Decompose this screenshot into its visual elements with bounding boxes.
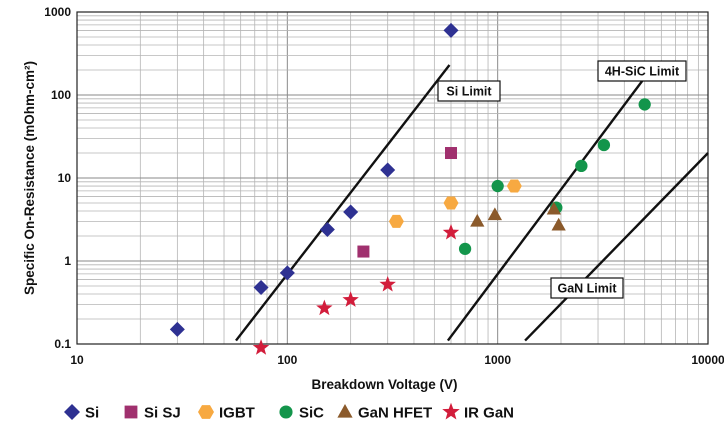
legend-marker <box>124 405 138 419</box>
y-tick-label: 1 <box>64 254 71 268</box>
legend-label: IR GaN <box>464 405 514 422</box>
data-point-igbt <box>506 179 522 193</box>
y-tick-label: 10 <box>58 171 72 185</box>
legend-label: Si SJ <box>144 405 181 422</box>
data-point-igbt <box>443 196 459 210</box>
grid <box>77 12 708 344</box>
data-point-gan-hfet <box>487 207 503 221</box>
data-point-sic <box>458 242 472 256</box>
x-axis-title: Breakdown Voltage (V) <box>311 377 457 392</box>
data-point-si <box>443 22 459 38</box>
data-point-si <box>380 162 396 178</box>
legend: Si Si SJ IGBT SiC GaN HFET IR GaN <box>64 402 514 422</box>
data-point-si <box>319 221 335 237</box>
limit-label-box <box>437 80 501 102</box>
x-tick-label: 100 <box>277 353 297 367</box>
data-points <box>169 22 651 355</box>
y-tick-label: 1000 <box>44 5 71 19</box>
data-point-igbt <box>388 214 404 228</box>
data-point-ir-gan <box>252 339 270 355</box>
data-point-ir-gan <box>316 299 333 316</box>
legend-label: SiC <box>299 405 324 422</box>
data-point-gan-hfet <box>546 201 561 215</box>
tick-labels: 10 100 1000 10000 0.1 1 10 100 1000 <box>44 5 724 367</box>
data-point-ir-gan <box>342 291 359 307</box>
data-point-si <box>343 204 359 220</box>
data-point-si <box>279 265 295 281</box>
x-tick-label: 10000 <box>691 353 724 367</box>
limit-label: 4H-SiC Limit <box>605 65 680 79</box>
limit-line <box>446 67 653 342</box>
limit-label-box <box>550 277 624 299</box>
data-point-si-sj <box>357 245 370 258</box>
limit-line <box>235 64 451 342</box>
legend-label: Si <box>85 405 99 422</box>
limit-label: GaN Limit <box>557 282 617 296</box>
legend-marker <box>337 404 353 418</box>
limit-label-box <box>597 60 687 82</box>
legend-marker <box>64 404 80 420</box>
data-point-si-sj <box>445 147 458 160</box>
legend-label: GaN HFET <box>358 405 432 422</box>
data-point-ir-gan <box>379 275 396 292</box>
plot-frame <box>76 11 709 345</box>
data-point-gan-hfet <box>551 217 566 231</box>
y-axis-title: Specific On-Resistance (mOhm-cm²) <box>22 61 37 295</box>
data-point-ir-gan <box>442 223 460 240</box>
x-tick-label: 10 <box>70 353 84 367</box>
data-point-sic <box>491 179 504 193</box>
data-point-si <box>169 321 185 337</box>
limit-label: Si Limit <box>446 85 492 99</box>
data-point-sic <box>597 138 611 152</box>
legend-marker <box>198 405 214 419</box>
y-tick-label: 0.1 <box>54 337 71 351</box>
data-point-gan-hfet <box>470 213 485 227</box>
legend-label: IGBT <box>219 405 255 422</box>
data-point-sic <box>575 159 588 173</box>
data-point-sic <box>638 98 651 111</box>
legend-marker <box>442 402 460 420</box>
legend-marker <box>279 405 293 419</box>
data-point-si <box>253 279 269 295</box>
x-tick-label: 1000 <box>484 353 511 367</box>
limit-lines: Si Limit 4H-SiC Limit GaN Limit <box>235 60 709 342</box>
limit-line <box>524 152 709 342</box>
y-tick-label: 100 <box>51 88 71 102</box>
